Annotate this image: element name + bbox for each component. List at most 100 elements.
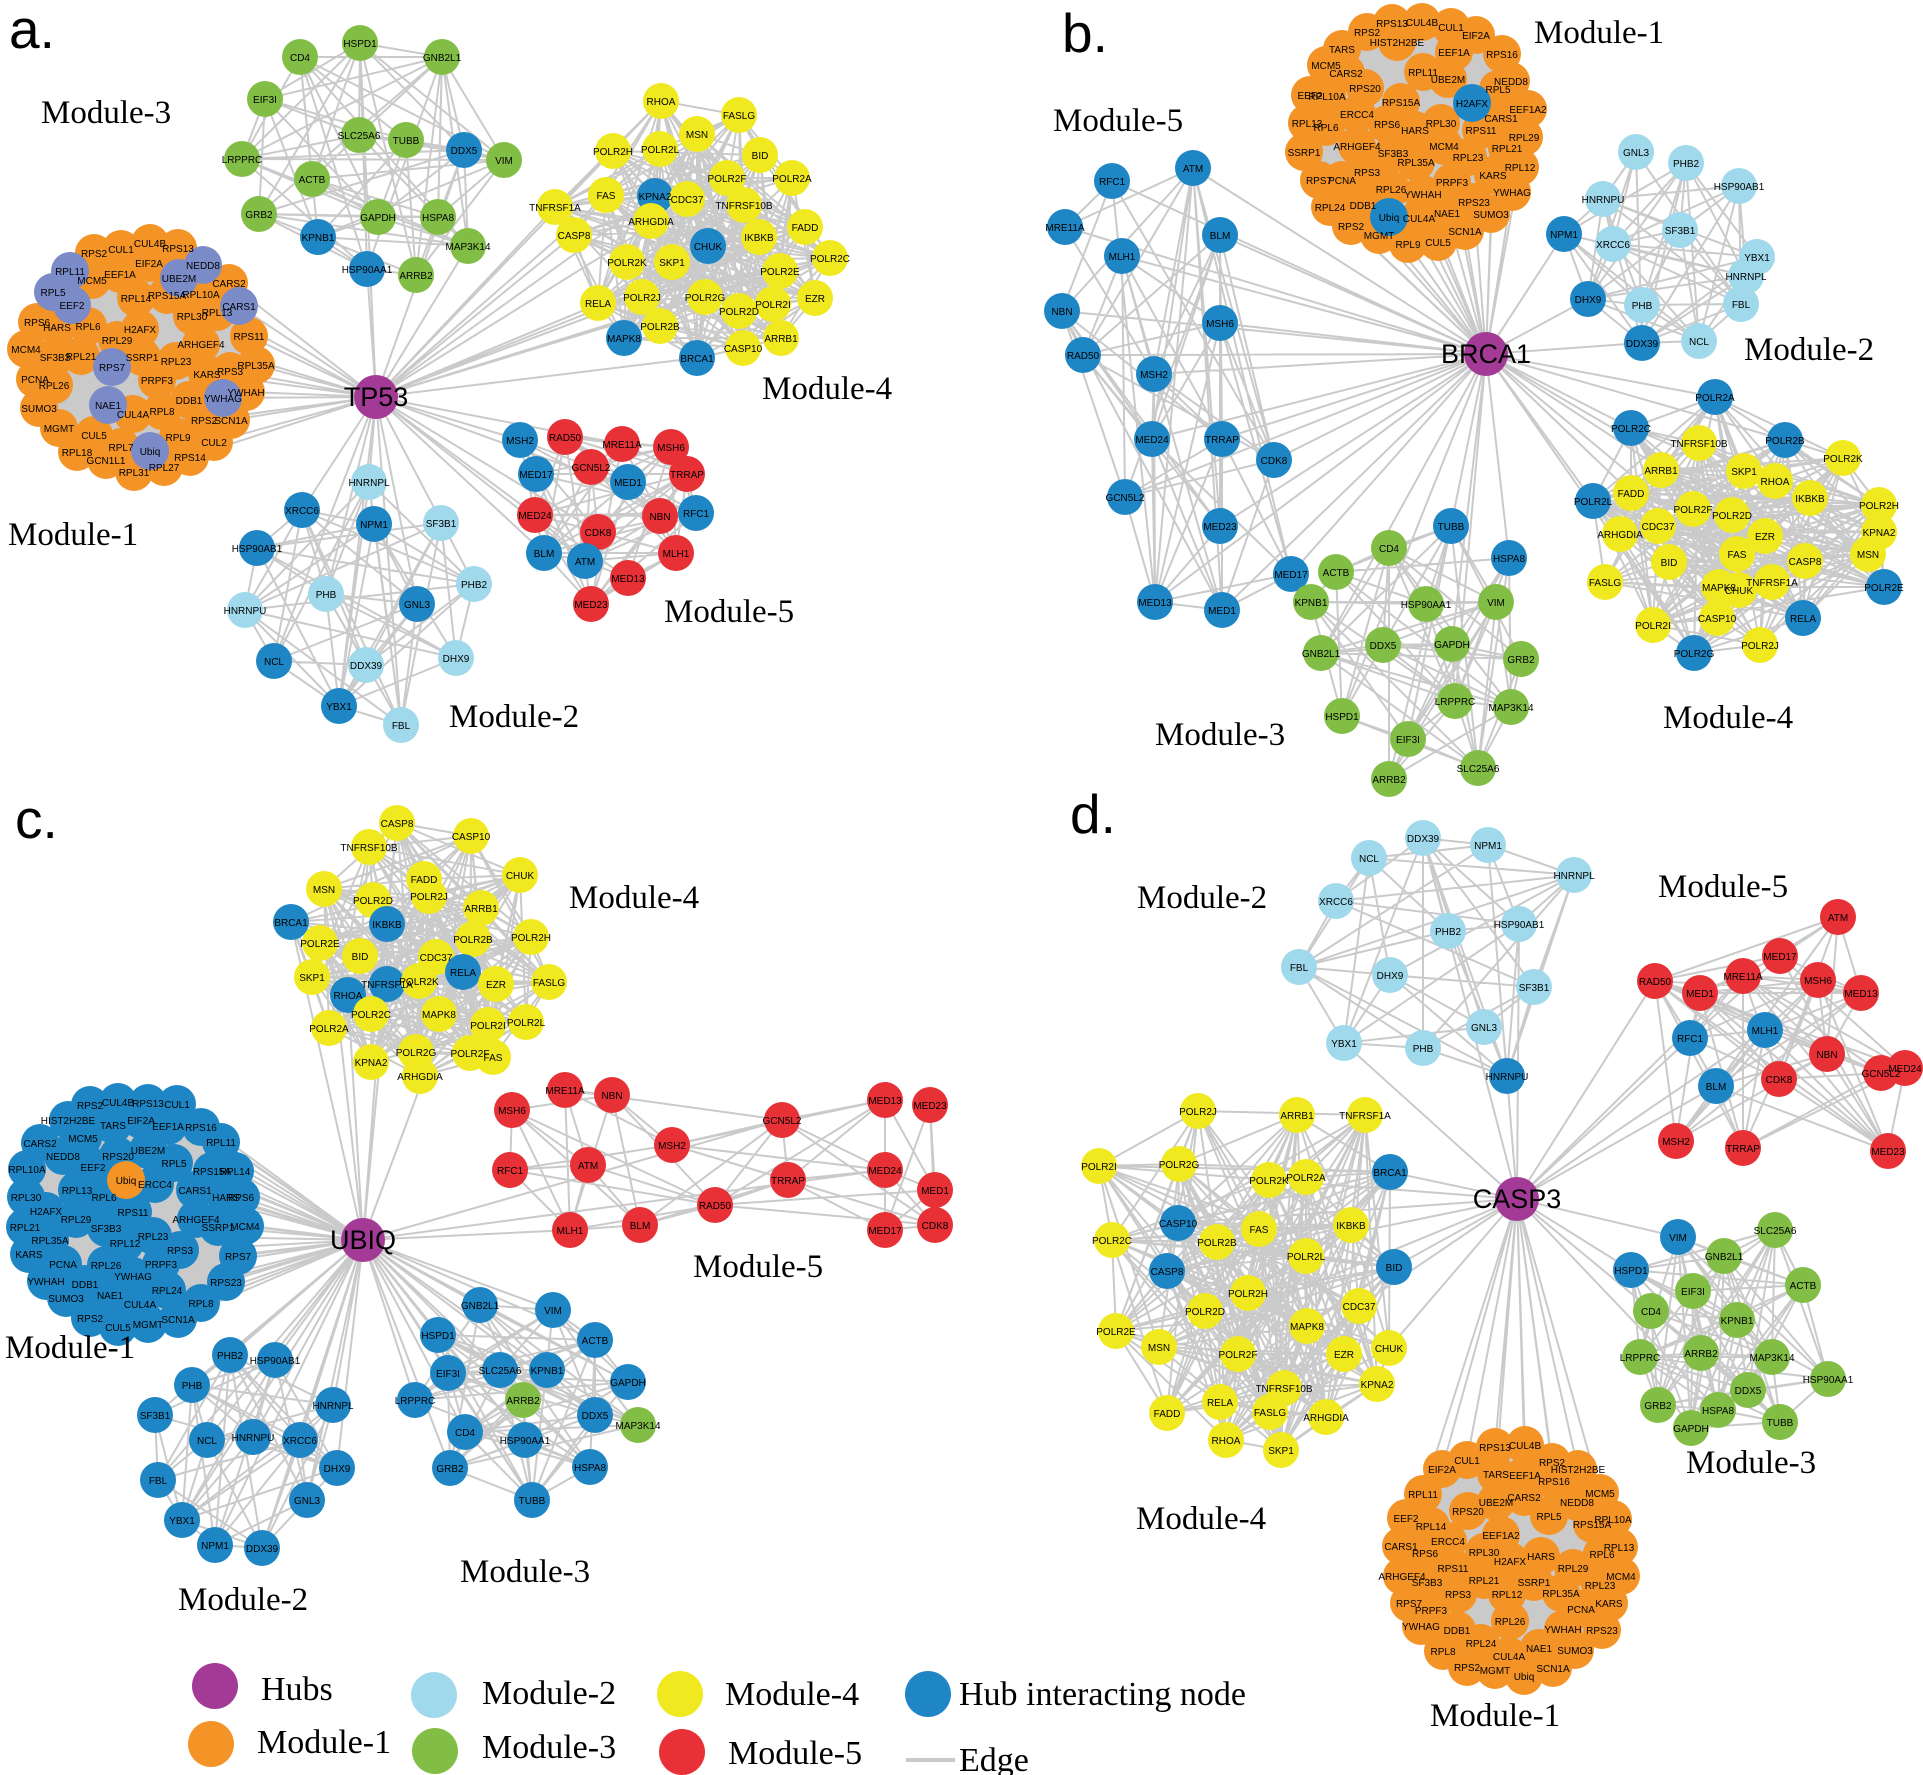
svg-text:CARS1: CARS1 — [1484, 114, 1518, 125]
svg-text:SLC25A6: SLC25A6 — [1754, 1226, 1797, 1237]
svg-text:RPS11: RPS11 — [1466, 126, 1497, 137]
svg-text:POLR2E: POLR2E — [1864, 583, 1904, 594]
svg-text:MSH2: MSH2 — [658, 1141, 686, 1152]
svg-text:RPL26: RPL26 — [1376, 185, 1407, 196]
svg-text:RPL6: RPL6 — [1313, 123, 1338, 134]
svg-text:MSN: MSN — [1857, 550, 1879, 561]
svg-text:POLR2K: POLR2K — [1249, 1176, 1289, 1187]
svg-text:HNRNPU: HNRNPU — [1486, 1072, 1529, 1083]
svg-text:RPL30: RPL30 — [1426, 119, 1457, 130]
svg-text:TP53: TP53 — [344, 382, 409, 412]
svg-text:XRCC6: XRCC6 — [1596, 240, 1630, 251]
svg-text:TUBB: TUBB — [393, 136, 420, 147]
svg-text:CUL5: CUL5 — [1425, 238, 1451, 249]
svg-text:XRCC6: XRCC6 — [283, 1436, 317, 1447]
svg-text:MED24: MED24 — [1888, 1064, 1922, 1075]
svg-text:RPS20: RPS20 — [1349, 84, 1381, 95]
svg-text:RPL21: RPL21 — [1492, 144, 1523, 155]
svg-text:KARS: KARS — [15, 1250, 43, 1261]
svg-text:MAP3K14: MAP3K14 — [1488, 703, 1533, 714]
svg-text:Module-4: Module-4 — [569, 880, 699, 916]
svg-text:RPL8: RPL8 — [149, 407, 174, 418]
svg-text:b.: b. — [1062, 2, 1108, 64]
svg-text:POLR2E: POLR2E — [760, 267, 800, 278]
svg-text:BRCA1: BRCA1 — [680, 354, 714, 365]
svg-text:POLR2J: POLR2J — [623, 293, 661, 304]
svg-text:MAPK8: MAPK8 — [422, 1010, 456, 1021]
svg-text:MED23: MED23 — [1203, 522, 1237, 533]
svg-text:CDC37: CDC37 — [420, 953, 453, 964]
svg-text:RPL23: RPL23 — [1585, 1581, 1616, 1592]
svg-text:POLR2F: POLR2F — [451, 1049, 490, 1060]
svg-text:CUL4B: CUL4B — [134, 239, 167, 250]
svg-text:VIM: VIM — [1487, 598, 1505, 609]
svg-text:NBN: NBN — [1816, 1050, 1837, 1061]
svg-text:RPL9: RPL9 — [1395, 240, 1420, 251]
svg-text:POLR2C: POLR2C — [351, 1010, 391, 1021]
svg-text:CUL5: CUL5 — [105, 1323, 131, 1334]
svg-text:FAS: FAS — [1728, 550, 1747, 561]
svg-text:NCL: NCL — [1689, 337, 1709, 348]
svg-text:FADD: FADD — [792, 223, 819, 234]
svg-text:FBL: FBL — [1732, 300, 1751, 311]
svg-text:DDX39: DDX39 — [350, 661, 383, 672]
svg-text:CASP8: CASP8 — [381, 819, 414, 830]
svg-text:MSH6: MSH6 — [657, 443, 685, 454]
svg-text:EEF1A: EEF1A — [1438, 48, 1470, 59]
svg-text:NAE1: NAE1 — [97, 1291, 124, 1302]
svg-text:DDX39: DDX39 — [1407, 834, 1440, 845]
svg-text:HNRNPU: HNRNPU — [232, 1433, 275, 1444]
svg-text:RPL31: RPL31 — [119, 468, 150, 479]
svg-text:YBX1: YBX1 — [1744, 253, 1770, 264]
svg-text:YWHAH: YWHAH — [1544, 1625, 1581, 1636]
svg-text:Module-2: Module-2 — [1744, 332, 1874, 368]
svg-text:EIF3I: EIF3I — [1396, 735, 1420, 746]
svg-text:ACTB: ACTB — [1323, 568, 1350, 579]
svg-text:HSP90AA1: HSP90AA1 — [342, 265, 393, 276]
svg-text:PHB: PHB — [316, 590, 337, 601]
svg-text:NCL: NCL — [1359, 854, 1379, 865]
svg-text:RPS13: RPS13 — [162, 244, 194, 255]
svg-text:MED24: MED24 — [868, 1166, 902, 1177]
svg-text:TNFRSF10B: TNFRSF10B — [340, 843, 398, 854]
svg-text:RPL35A: RPL35A — [31, 1236, 69, 1247]
svg-text:MED1: MED1 — [921, 1186, 949, 1197]
svg-text:RPS23: RPS23 — [1458, 198, 1490, 209]
svg-text:RPS3: RPS3 — [167, 1246, 194, 1257]
svg-text:ARRB1: ARRB1 — [464, 904, 498, 915]
svg-text:SUMO3: SUMO3 — [21, 404, 57, 415]
svg-text:EEF1A: EEF1A — [152, 1122, 184, 1133]
svg-text:Module-5: Module-5 — [664, 594, 794, 630]
svg-text:MSN: MSN — [1148, 1343, 1170, 1354]
svg-text:Module-2: Module-2 — [178, 1582, 308, 1618]
svg-text:HSP90AB1: HSP90AB1 — [1494, 920, 1545, 931]
svg-text:RAD50: RAD50 — [1067, 351, 1100, 362]
svg-text:EEF2: EEF2 — [59, 301, 84, 312]
svg-text:CUL4A: CUL4A — [1493, 1652, 1526, 1663]
svg-text:PHB2: PHB2 — [461, 580, 488, 591]
svg-text:EEF1A2: EEF1A2 — [1482, 1531, 1520, 1542]
svg-text:RPS7: RPS7 — [1396, 1599, 1423, 1610]
svg-text:PCNA: PCNA — [1567, 1605, 1595, 1616]
svg-text:CD4: CD4 — [1641, 1307, 1661, 1318]
svg-text:RPS23: RPS23 — [210, 1278, 242, 1289]
svg-text:CUL4A: CUL4A — [117, 410, 150, 421]
svg-text:CDC37: CDC37 — [1343, 1302, 1376, 1313]
svg-text:YWHAH: YWHAH — [227, 388, 264, 399]
svg-text:HIST2H2BE: HIST2H2BE — [1551, 1465, 1606, 1476]
svg-text:RPL30: RPL30 — [1469, 1548, 1500, 1559]
svg-text:Ubiq: Ubiq — [1514, 1672, 1535, 1683]
svg-text:RPS3: RPS3 — [1445, 1590, 1472, 1601]
svg-text:ARHGDIA: ARHGDIA — [1597, 530, 1643, 541]
svg-text:POLR2I: POLR2I — [470, 1021, 506, 1032]
svg-text:SSRP1: SSRP1 — [1288, 148, 1321, 159]
svg-text:H2AFX: H2AFX — [1456, 99, 1489, 110]
svg-text:POLR2B: POLR2B — [640, 322, 680, 333]
svg-text:MED1: MED1 — [1208, 606, 1236, 617]
svg-text:PHB: PHB — [1632, 301, 1653, 312]
svg-text:POLR2D: POLR2D — [719, 307, 759, 318]
svg-text:RPL6: RPL6 — [91, 1193, 116, 1204]
svg-text:LRPPRC: LRPPRC — [222, 155, 263, 166]
svg-text:GNL3: GNL3 — [404, 600, 431, 611]
svg-text:POLR2K: POLR2K — [1823, 454, 1863, 465]
